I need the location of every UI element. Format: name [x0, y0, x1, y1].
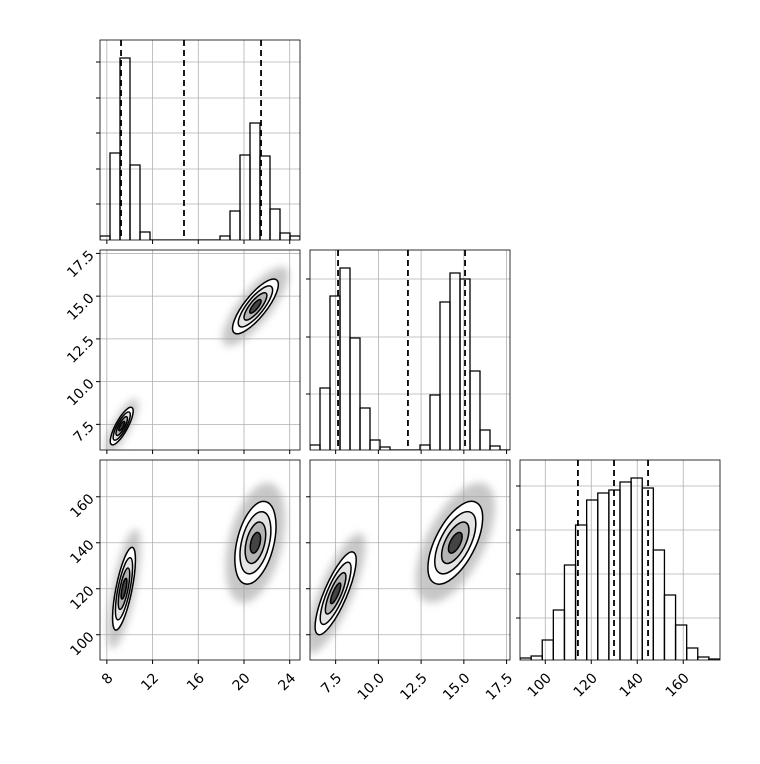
plot-area [100, 40, 300, 240]
panel [96, 39, 301, 244]
y-tick-label: 160 [67, 491, 97, 521]
axes-frame [309, 459, 511, 661]
hist-bin [530, 655, 543, 660]
axes-frame [99, 249, 301, 451]
hist-bin [586, 499, 599, 660]
y-tick-label: 15.0 [64, 290, 97, 323]
hist-bin [339, 267, 351, 450]
hist-bin [249, 122, 261, 240]
density-contour [329, 582, 342, 605]
panel: 8 12 16 20 24 100 120 140 160 [67, 459, 301, 694]
density-contour [118, 420, 126, 432]
axes-frame [519, 459, 721, 661]
x-tick-label: 10.0 [355, 670, 388, 703]
hist-bin [100, 235, 111, 240]
hist-bin [139, 231, 151, 240]
hist-bin [119, 57, 131, 240]
hist-bin [619, 481, 632, 660]
density-contour [249, 531, 262, 554]
x-tick-label: 12 [138, 670, 162, 694]
hist-bin [469, 370, 481, 450]
x-tick-label: 100 [525, 670, 555, 700]
hist-bin [652, 549, 666, 660]
hist-bin [708, 658, 720, 660]
hist-bin [369, 439, 381, 450]
density-contour [248, 298, 262, 314]
hist-bin [563, 564, 577, 660]
hist-bin [259, 155, 271, 240]
hist-bin [319, 387, 331, 450]
axes-frame [99, 459, 301, 661]
x-tick-label: 120 [571, 670, 601, 700]
hist-bin [552, 609, 566, 660]
hist-bin [379, 446, 391, 450]
plot-area [520, 460, 720, 660]
panel: 7.5 10.0 12.5 15.0 17.5 [64, 248, 301, 454]
hist-bin [597, 492, 610, 660]
panel: 100 120 140 160 [516, 459, 721, 701]
plot-area [100, 250, 300, 450]
x-tick-label: 20 [230, 670, 254, 694]
hist-bin [109, 152, 121, 240]
hist-bin [697, 656, 710, 660]
hist-bin [229, 210, 241, 240]
panel [306, 249, 511, 454]
hist-bin [630, 477, 643, 660]
hist-bin [279, 232, 291, 240]
x-tick-label: 16 [184, 670, 208, 694]
x-tick-label: 17.5 [483, 670, 516, 703]
hist-bin [289, 235, 300, 240]
hist-bin [269, 208, 281, 240]
x-tick-label: 8 [99, 670, 117, 688]
hist-bin [310, 444, 321, 450]
hist-bin [489, 445, 501, 450]
plot-area [100, 460, 300, 660]
y-tick-label: 140 [67, 537, 97, 567]
hist-bin [219, 235, 231, 240]
hist-bin [439, 301, 451, 450]
hist-bin [541, 639, 554, 660]
density-contour [120, 577, 128, 600]
density-contour [447, 531, 463, 554]
y-tick-label: 120 [67, 583, 97, 613]
y-tick-label: 7.5 [71, 419, 98, 446]
hist-bin [429, 394, 441, 450]
y-tick-label: 12.5 [64, 333, 97, 366]
x-tick-label: 12.5 [397, 670, 430, 703]
hist-bin [686, 647, 699, 660]
plot-area [310, 250, 510, 450]
hist-bin [674, 624, 688, 660]
y-tick-label: 100 [67, 629, 97, 659]
hist-bin [239, 154, 251, 240]
x-tick-label: 160 [663, 670, 693, 700]
hist-bin [359, 407, 371, 450]
x-tick-label: 15.0 [440, 670, 473, 703]
y-tick-label: 10.0 [64, 376, 97, 409]
panel: 7.5 10.0 12.5 15.0 17.5 [306, 459, 516, 704]
hist-bin [459, 278, 471, 450]
hist-bin [449, 272, 461, 450]
plot-area [310, 460, 510, 660]
hist-bin [349, 337, 361, 450]
axes-frame [309, 249, 511, 451]
y-tick-label: 17.5 [64, 248, 97, 281]
hist-bin [663, 594, 677, 660]
x-tick-label: 140 [617, 670, 647, 700]
x-tick-label: 7.5 [318, 670, 345, 697]
axes-frame [99, 39, 301, 241]
x-tick-label: 24 [275, 670, 299, 694]
hist-bin [129, 164, 141, 240]
hist-bin [479, 429, 491, 450]
